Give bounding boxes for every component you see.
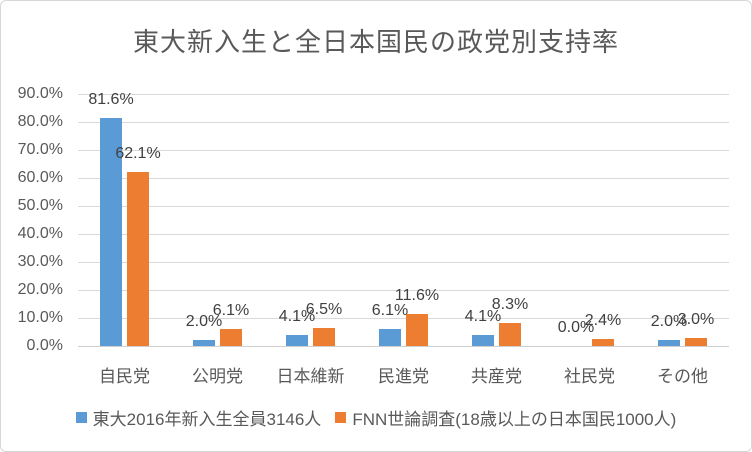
gridline [78,94,729,95]
gridline [78,262,729,263]
y-tick-label: 90.0% [17,85,63,102]
bar-fnn [592,339,614,346]
bar-value-label: 6.1% [212,301,250,319]
bar-value-label: 4.1% [464,307,502,325]
category-label: 民進党 [378,367,429,386]
plot-area: 81.6% 62.1% 2.0% 6.1% 4.1% 6.5% 6.1% 11.6% 4.1% 8… [78,90,729,347]
chart-title: 東大新入生と全日本国民の政党別支持率 [132,27,619,57]
bar-value-label: 0.0% [557,319,595,336]
legend-swatch-todai [75,412,87,423]
y-tick-label: 40.0% [17,225,63,242]
y-tick-label: 20.0% [17,281,63,298]
y-tick-label: 50.0% [17,197,63,214]
bar-value-label: 2.4% [584,312,622,330]
bar-value-label: 2.0% [185,313,223,331]
category-label: 共産党 [471,367,522,386]
bar-fnn [499,322,521,346]
bar-value-label: 2.0% [650,313,688,331]
category-label: 自民党 [99,367,150,386]
bar-value-label: 81.6% [88,90,134,108]
bar-value-label: 4.1% [278,307,316,325]
gridline [78,290,729,291]
gridline [78,234,729,235]
y-tick-label: 80.0% [17,113,63,130]
legend: 東大2016年新入生全員3146人 FNN世論調査(18歳以上の日本国民1000… [1,405,751,430]
legend-item-todai: 東大2016年新入生全員3146人 [75,405,322,430]
legend-item-fnn: FNN世論調査(18歳以上の日本国民1000人) [335,405,676,430]
bar-fnn [685,337,707,346]
bar-todai [658,340,680,346]
bar-fnn [406,313,428,346]
bar-fnn [220,328,242,346]
y-tick-label: 70.0% [17,141,63,158]
bar-todai [472,334,494,346]
bar-todai [286,334,308,346]
y-tick-label: 60.0% [17,169,63,186]
category-label: その他 [657,367,708,386]
gridline [78,318,729,319]
bar-value-label: 11.6% [394,286,440,304]
gridline [78,206,729,207]
gridline [78,178,729,179]
category-label: 公明党 [192,367,243,386]
legend-label-fnn: FNN世論調査(18歳以上の日本国民1000人) [352,410,677,429]
legend-label-todai: 東大2016年新入生全員3146人 [92,410,322,429]
bar-fnn [127,172,149,346]
bar-value-label: 62.1% [115,145,161,163]
y-tick-label: 10.0% [17,309,63,326]
bar-value-label: 6.5% [305,300,343,318]
bar-todai [100,117,122,346]
category-label: 日本維新 [276,367,345,386]
gridline [78,346,729,347]
bar-value-label: 3.0% [677,310,715,328]
category-label: 社民党 [564,367,615,386]
legend-swatch-fnn [335,412,347,423]
bar-todai [193,340,215,346]
bar-value-label: 8.3% [491,295,529,313]
bar-value-label: 6.1% [371,301,409,319]
y-tick-label: 0.0% [26,337,63,354]
gridline [78,122,729,123]
bar-fnn [313,327,335,346]
y-tick-label: 30.0% [17,253,63,270]
bar-todai [379,328,401,346]
gridline [78,150,729,151]
